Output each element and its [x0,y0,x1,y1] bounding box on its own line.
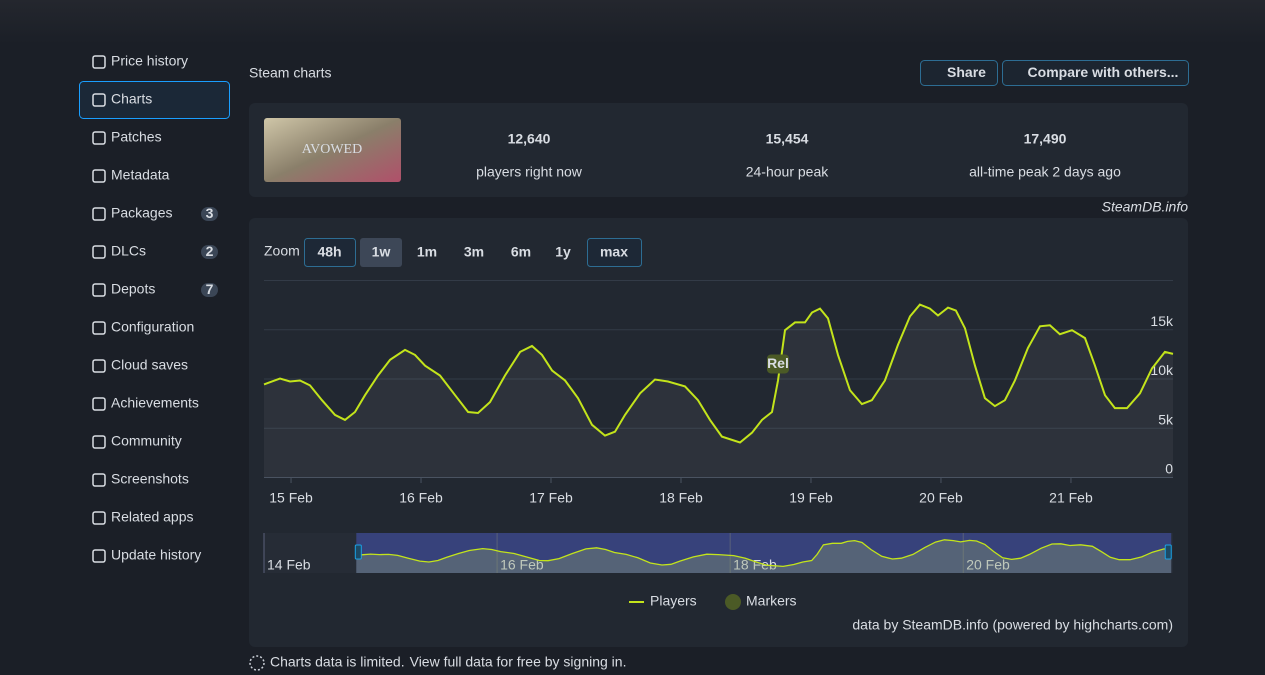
sidebar-selected [79,81,230,119]
x-tick-label: 16 Feb [399,490,443,506]
game-logo: AVOWED [302,142,362,157]
chart-credits: data by SteamDB.info (powered by highcha… [852,617,1173,633]
sidebar-icon [92,93,106,107]
zoom-option[interactable]: max [600,244,628,260]
sidebar-link[interactable]: Configuration [111,319,194,335]
sidebar-link[interactable]: Cloud saves [111,357,188,373]
stat-label: players right now [476,164,583,180]
navigator-tick-label: 20 Feb [966,557,1010,573]
y-tick-label: 5k [1158,411,1174,427]
sidebar-icon [92,321,106,335]
sidebar-icon [92,245,106,259]
sidebar-link[interactable]: Depots [111,281,155,297]
sidebar-icon [92,131,106,145]
badge-bg [201,283,218,297]
zoom-option: 6m [511,244,531,260]
navigator-line [356,539,1172,568]
navigator-tick-label: 18 Feb [733,557,777,573]
sidebar-icon [92,511,106,525]
zoom-option[interactable]: 1w [372,244,391,260]
legend-label[interactable]: Players [650,593,697,609]
notice-text: Charts data is limited. [270,654,405,670]
navigator-tick-label: 16 Feb [500,557,544,573]
sidebar-link[interactable]: Metadata [111,167,170,183]
x-tick-label: 18 Feb [659,490,703,506]
x-tick-label: 17 Feb [529,490,573,506]
stat-value: 12,640 [508,131,551,147]
header-button-label[interactable]: Share [947,64,986,80]
zoom-button[interactable] [587,238,642,267]
zoom-option: 3m [464,244,484,260]
sidebar-icon [92,473,106,487]
sidebar-icon [92,55,106,69]
badge: 7 [206,281,214,297]
marker-label: Rel [767,355,789,371]
header-button[interactable] [920,60,998,86]
sidebar-link[interactable]: Price history [111,53,188,69]
players-line [263,303,1174,444]
stat-value: 17,490 [1024,131,1067,147]
sidebar-link[interactable]: DLCs [111,243,146,259]
game-cover [264,118,401,182]
navigator-handle[interactable] [1164,544,1172,560]
sidebar-icon [92,359,106,373]
badge: 2 [206,243,214,259]
zoom-button[interactable] [304,238,356,267]
page-title: Steam charts [249,65,331,81]
sidebar-link[interactable]: Achievements [111,395,199,411]
zoom-label: Zoom [264,243,300,259]
zoom-option: 1m [417,244,437,260]
y-tick-label: 0 [1165,461,1173,477]
sidebar-link[interactable]: Patches [111,129,162,145]
stat-value: 15,454 [766,131,809,147]
sidebar-link[interactable]: Packages [111,205,172,221]
top-bar [0,0,1265,44]
players-area [264,304,1173,477]
sidebar-link[interactable]: Related apps [111,509,194,525]
x-tick-label: 20 Feb [919,490,963,506]
zoom-option[interactable]: 48h [317,244,341,260]
navigator-tick-label: 14 Feb [267,557,311,573]
navigator-selection [356,533,1172,573]
stat-label: 24-hour peak [746,164,830,180]
sidebar-icon [92,169,106,183]
sidebar-icon [92,207,106,221]
badge: 3 [206,205,214,221]
header-button-label[interactable]: Compare with others... [1028,64,1179,80]
zoom-option: 1y [555,244,571,260]
x-tick-label: 15 Feb [269,490,313,506]
stat-label: all-time peak 2 days ago [969,164,1121,180]
zoom-button[interactable] [360,238,402,267]
sidebar-icon [92,397,106,411]
header-button[interactable] [1002,60,1189,86]
watermark: SteamDB.info [1102,199,1189,215]
sidebar-link[interactable]: Update history [111,547,201,563]
navigator-area [356,539,1172,573]
sidebar-icon [92,283,106,297]
legend-marker [725,594,741,610]
legend-label[interactable]: Markers [746,593,797,609]
x-tick-label: 21 Feb [1049,490,1093,506]
badge-bg [201,207,218,221]
notice-icon [249,655,265,671]
sidebar-link[interactable]: Community [111,433,182,449]
navigator-handle[interactable] [354,544,362,560]
sidebar-icon [92,435,106,449]
sidebar-icon [92,549,106,563]
y-tick-label: 15k [1150,313,1174,329]
marker-flag[interactable] [766,354,789,374]
notice-link[interactable]: View full data for free by signing in. [410,654,627,670]
y-tick-label: 10k [1150,362,1174,378]
x-tick-label: 19 Feb [789,490,833,506]
badge-bg [201,245,218,259]
sidebar-link[interactable]: Screenshots [111,471,189,487]
stats-panel [249,103,1188,197]
sidebar-link[interactable]: Charts [111,91,152,107]
